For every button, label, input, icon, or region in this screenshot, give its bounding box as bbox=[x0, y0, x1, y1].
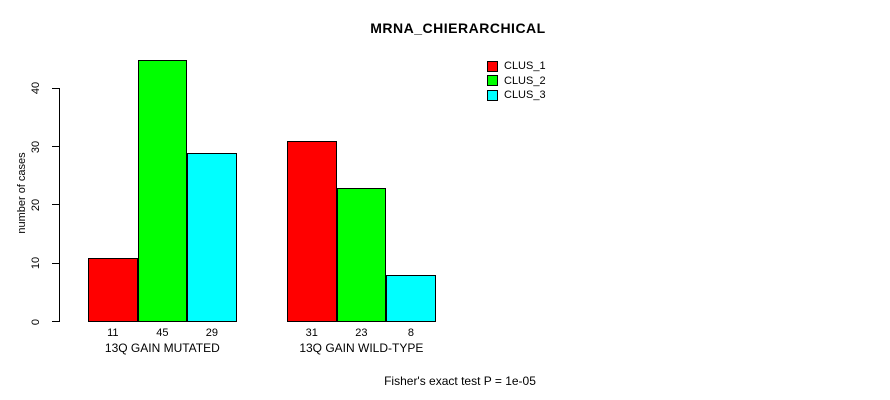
legend-label: CLUS_1 bbox=[504, 60, 546, 73]
y-axis-tick-label: 20 bbox=[30, 198, 42, 211]
fisher-test-annotation: Fisher's exact test P = 1e-05 bbox=[384, 374, 536, 388]
bar-clus_3-2 bbox=[386, 275, 436, 322]
bar-clus_2-2 bbox=[336, 187, 387, 322]
bar-value-label: 11 bbox=[107, 327, 119, 339]
bar-value-label: 8 bbox=[407, 327, 414, 339]
y-axis-line bbox=[59, 88, 60, 322]
y-axis-tick bbox=[52, 262, 59, 264]
bar-value-label: 23 bbox=[355, 327, 368, 339]
bar-clus_1-1 bbox=[88, 257, 138, 322]
y-axis-tick-label: 0 bbox=[30, 318, 42, 325]
legend-label: CLUS_2 bbox=[504, 74, 546, 87]
bar-value-label: 29 bbox=[205, 327, 219, 339]
y-axis-tick bbox=[52, 204, 59, 206]
y-axis-tick bbox=[52, 87, 59, 89]
y-axis-tick-label: 40 bbox=[30, 82, 42, 95]
bar-clus_3-1 bbox=[187, 152, 237, 322]
legend-item-clus_1: CLUS_1 bbox=[487, 59, 546, 74]
bar-clus_1-2 bbox=[287, 141, 337, 322]
y-axis-label: number of cases bbox=[16, 152, 28, 234]
bar-clus_2-1 bbox=[137, 59, 188, 322]
legend-swatch-icon bbox=[487, 75, 498, 87]
legend-label: CLUS_3 bbox=[504, 89, 546, 102]
bar-value-label: 31 bbox=[305, 327, 318, 339]
legend: CLUS_1 CLUS_2 CLUS_3 bbox=[487, 59, 546, 103]
bar-value-label: 45 bbox=[156, 327, 169, 339]
y-axis-tick bbox=[52, 321, 59, 322]
y-axis-tick bbox=[52, 146, 59, 148]
legend-item-clus_2: CLUS_2 bbox=[487, 74, 546, 89]
category-label: 13Q GAIN WILD-TYPE bbox=[299, 341, 424, 355]
category-label: 13Q GAIN MUTATED bbox=[104, 341, 220, 355]
chart-title: MRNA_CHIERARCHICAL bbox=[370, 20, 546, 36]
y-axis-tick-label: 30 bbox=[30, 140, 42, 153]
legend-item-clus_3: CLUS_3 bbox=[487, 88, 546, 103]
legend-swatch-icon bbox=[487, 89, 498, 101]
legend-swatch-icon bbox=[487, 60, 498, 72]
y-axis-tick-label: 10 bbox=[30, 257, 42, 270]
